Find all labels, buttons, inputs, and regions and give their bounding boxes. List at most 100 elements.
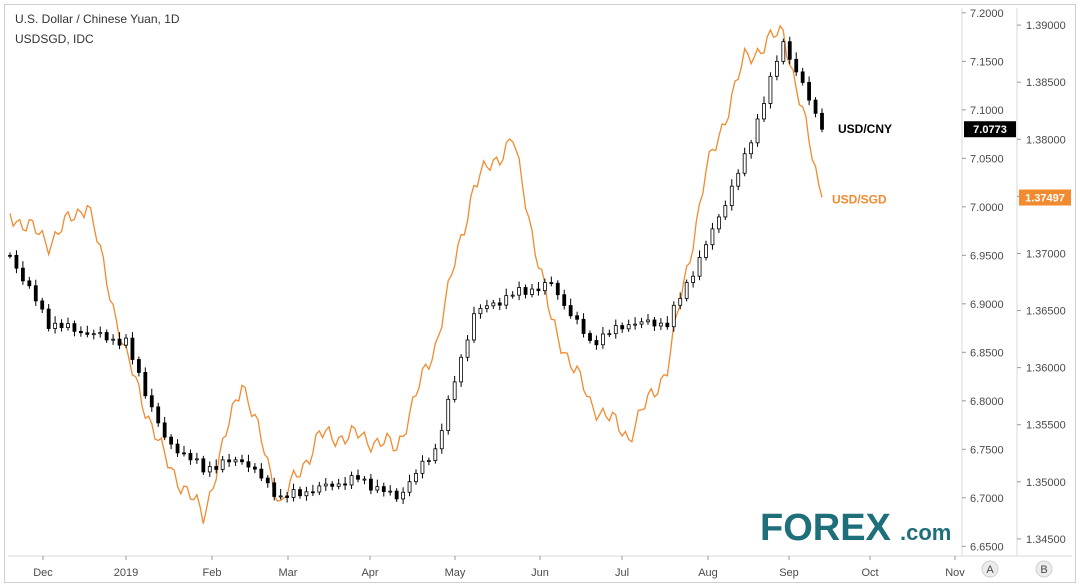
- usdsgd-last-price-tag: [1019, 189, 1071, 206]
- usdcny-candle-body: [755, 118, 760, 144]
- usdcny-candle-body: [665, 322, 670, 328]
- usdcny-candle-body: [484, 305, 489, 309]
- time-axis-tick-label: Aug: [698, 567, 718, 579]
- usdcny-candle-body: [555, 282, 560, 296]
- usdcny-candle-body: [691, 275, 696, 283]
- forex-logo-text: FOREX: [760, 507, 892, 549]
- right-axis-tick-label: 1.39000: [1026, 20, 1066, 32]
- usdcny-candle-body: [143, 372, 148, 397]
- usdcny-candle-body: [478, 308, 483, 315]
- usdcny-candle-body: [349, 475, 354, 486]
- usdcny-candle-body: [27, 280, 32, 287]
- usdcny-candle-body: [104, 332, 109, 341]
- usdcny-series-label: USD/CNY: [838, 122, 892, 136]
- usdcny-candle-body: [762, 103, 766, 120]
- usdcny-candle-body: [169, 436, 174, 445]
- scale-auto-button[interactable]: [981, 560, 999, 578]
- usdcny-candle-body: [568, 305, 573, 317]
- usdcny-candle-body: [265, 477, 270, 484]
- usdcny-candle-body: [768, 75, 773, 104]
- usdcny-candle-body: [697, 257, 702, 277]
- usdcny-candle-body: [188, 453, 193, 461]
- usdcny-candle-body: [130, 337, 135, 360]
- usdcny-candle-body: [117, 338, 122, 346]
- usdcny-candle-body: [310, 491, 315, 494]
- usdcny-candle-body: [620, 325, 625, 330]
- right-axis-tick-label: 1.35500: [1026, 420, 1066, 432]
- usdcny-candle-body: [542, 282, 547, 292]
- usdcny-candle-body: [227, 459, 232, 463]
- usdcny-candle-body: [600, 333, 605, 346]
- left-axis-tick-label: 6.9500: [970, 250, 1004, 262]
- usdcny-candle-body: [530, 288, 534, 295]
- usdcny-candle-body: [8, 254, 12, 257]
- usdcny-candle-body: [633, 323, 638, 326]
- usdcny-candle-body: [652, 319, 657, 327]
- usdcny-candle-body: [220, 459, 225, 470]
- time-axis-tick-label: Feb: [203, 567, 222, 579]
- time-axis-tick-label: Jun: [531, 567, 549, 579]
- usdcny-candle-body: [794, 58, 799, 73]
- usdcny-candle-body: [330, 483, 335, 487]
- usdcny-candle-body: [66, 323, 70, 329]
- forex-logo: FOREX .com: [760, 507, 951, 549]
- left-axis-tick-label: 6.9000: [970, 299, 1004, 311]
- usdcny-candle-body: [575, 315, 580, 320]
- scale-b-button[interactable]: [1035, 560, 1053, 578]
- usdcny-candle-body: [201, 458, 206, 473]
- usdcny-candle-body: [607, 333, 612, 336]
- usdcny-candle-body: [678, 298, 683, 306]
- usdcny-candle-body: [742, 153, 747, 174]
- usdcny-candle-body: [72, 323, 77, 332]
- usdcny-candle-body: [214, 466, 219, 470]
- usdcny-candle-body: [774, 60, 779, 77]
- usdcny-candle-body: [671, 304, 676, 328]
- usdcny-candle-body: [549, 282, 554, 284]
- usdcny-candle-body: [356, 475, 360, 480]
- usdcny-candle-body: [98, 332, 103, 335]
- usdcny-candle-body: [388, 490, 393, 493]
- chart-subtitle: USDSGD, IDC: [15, 32, 94, 46]
- scale-b-button-label[interactable]: B: [1040, 564, 1047, 576]
- usdcny-candle-body: [362, 478, 367, 481]
- usdcny-candle-body: [820, 112, 824, 130]
- usdcny-candle-body: [317, 485, 322, 493]
- usdcny-candle-body: [20, 267, 25, 282]
- usdcny-candle-body: [658, 322, 663, 327]
- time-axis-tick-label: May: [445, 567, 466, 579]
- time-axis-tick-label: Mar: [279, 567, 298, 579]
- time-axis-tick-label: Nov: [945, 567, 965, 579]
- right-axis-tick-label: 1.37000: [1026, 248, 1066, 260]
- usdcny-candle-body: [272, 482, 277, 497]
- right-axis-tick-label: 1.36500: [1026, 306, 1066, 318]
- usdcny-candle-body: [684, 282, 689, 299]
- usdcny-candle-body: [459, 356, 464, 383]
- usdcny-candle-body: [716, 216, 721, 230]
- usdcny-candle-body: [336, 483, 341, 487]
- left-axis-tick-label: 7.0000: [970, 202, 1004, 214]
- right-axis-tick-label: 1.34500: [1026, 534, 1066, 546]
- usdcny-candle-body: [813, 99, 818, 114]
- usdcny-candle-body: [420, 460, 425, 474]
- usdcny-candle-body: [381, 486, 386, 492]
- usdcny-candle-body: [710, 228, 715, 246]
- left-axis-tick-label: 7.0500: [970, 153, 1004, 165]
- usdcny-candle-body: [368, 478, 373, 491]
- usdcny-last-price-tag: [964, 121, 1016, 138]
- usdcny-candle-body: [613, 325, 618, 335]
- usdcny-candle-body: [207, 466, 212, 473]
- usdcny-candle-body: [78, 330, 83, 334]
- usdcny-candle-body: [646, 319, 650, 323]
- usdcny-candle-body: [53, 322, 58, 329]
- scale-auto-button-label[interactable]: A: [986, 564, 994, 576]
- left-axis-tick-label: 6.8500: [970, 347, 1004, 359]
- usdcny-candle-body: [465, 339, 470, 358]
- usdcny-candle-body: [91, 333, 96, 336]
- usdcny-candle-body: [433, 448, 438, 461]
- usdcny-candle-body: [426, 460, 431, 462]
- usdcny-candle-body: [446, 398, 451, 432]
- time-axis-tick-label: Dec: [33, 567, 53, 579]
- usdcny-candle-body: [162, 422, 167, 438]
- usdcny-candle-body: [278, 495, 283, 498]
